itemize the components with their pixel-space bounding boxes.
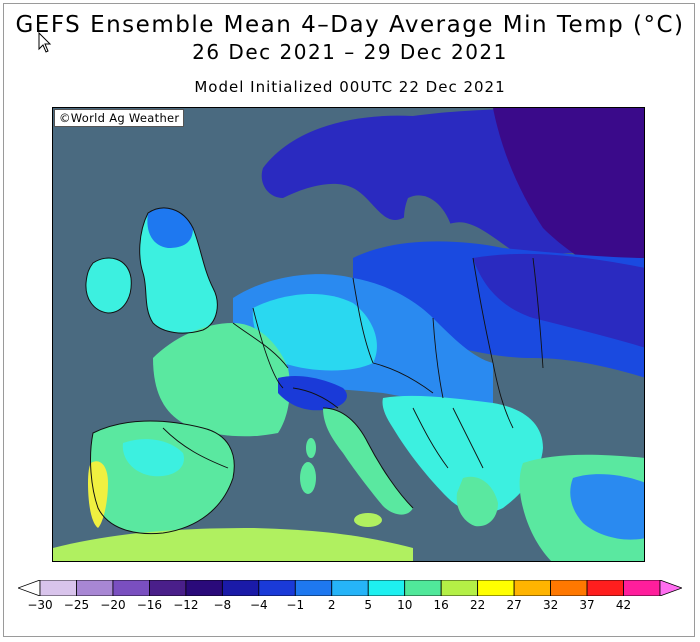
scale-tick-label: 10 (397, 598, 413, 612)
scale-tick-label: −4 (249, 598, 268, 612)
scale-swatch (367, 580, 406, 596)
scale-swatch (477, 580, 515, 596)
scale-swatch (440, 580, 479, 596)
scale-swatch (149, 580, 187, 596)
scale-tick-label: 2 (327, 598, 336, 612)
color-scale-bar (18, 580, 682, 596)
scale-tick-label: 37 (579, 598, 595, 612)
sicily (354, 513, 382, 527)
scale-swatch (331, 580, 369, 596)
scale-tick-label: −8 (213, 598, 232, 612)
scale-tick-label: 16 (433, 598, 449, 612)
scale-tick-label: −1 (286, 598, 305, 612)
northeast-purple (493, 108, 644, 297)
scale-tick-label: −30 (27, 598, 53, 612)
corsica (306, 438, 316, 458)
iberia-cyan-core (122, 439, 184, 477)
scale-swatch (112, 580, 150, 596)
scale-swatch (623, 580, 661, 596)
map-canvas (53, 108, 644, 561)
scale-tick-label: 22 (470, 598, 486, 612)
mouse-cursor-icon (38, 32, 52, 53)
country-borders (162, 257, 544, 469)
france-land (153, 323, 290, 437)
scale-swatch (550, 580, 588, 596)
scale-arrow-low (18, 580, 41, 596)
north-africa-land (53, 528, 413, 561)
scale-tick-label: −16 (136, 598, 163, 612)
scale-tick-label: −20 (100, 598, 126, 612)
portugal-yellow (88, 461, 108, 528)
scotland-blue (147, 208, 193, 248)
ireland (85, 258, 132, 313)
scale-swatch (513, 580, 551, 596)
scale-tick-label: 5 (364, 598, 373, 612)
color-scale-labels: −30 −25 −20 −16 −12 −8 −4 −1 2 5 10 16 22 27 32 37 42 (0, 598, 700, 616)
figure-frame (3, 3, 695, 637)
scale-swatch (294, 580, 333, 596)
scale-tick-label: 32 (542, 598, 559, 612)
scale-swatch (221, 580, 260, 596)
map-title: GEFS Ensemble Mean 4–Day Average Min Tem… (15, 12, 685, 38)
anatolia-blue (570, 474, 644, 540)
copyright-credit: ©World Ag Weather (54, 109, 185, 127)
scale-tick-label: 27 (506, 598, 522, 612)
scale-swatch (258, 580, 296, 596)
scale-tick-label: 42 (615, 598, 632, 612)
scale-swatch (185, 580, 223, 596)
coastlines (85, 207, 414, 535)
scale-swatch (39, 580, 77, 596)
east-indigo-band (473, 253, 644, 348)
scale-swatch (404, 580, 442, 596)
germany-cyan (252, 293, 377, 371)
italy-land (323, 408, 413, 515)
scale-arrow-high (659, 580, 682, 596)
scale-tick-label: −25 (63, 598, 90, 612)
greece-green (456, 476, 498, 527)
scale-swatch (76, 580, 114, 596)
date-range: 26 Dec 2021 – 29 Dec 2021 (192, 40, 508, 64)
scale-tick-label: −12 (173, 598, 199, 612)
temperature-map (52, 107, 645, 562)
model-initialized-label: Model Initialized 00UTC 22 Dec 2021 (194, 78, 506, 96)
scale-swatch (586, 580, 624, 596)
balkans-land (382, 395, 543, 514)
sardinia (300, 462, 316, 494)
